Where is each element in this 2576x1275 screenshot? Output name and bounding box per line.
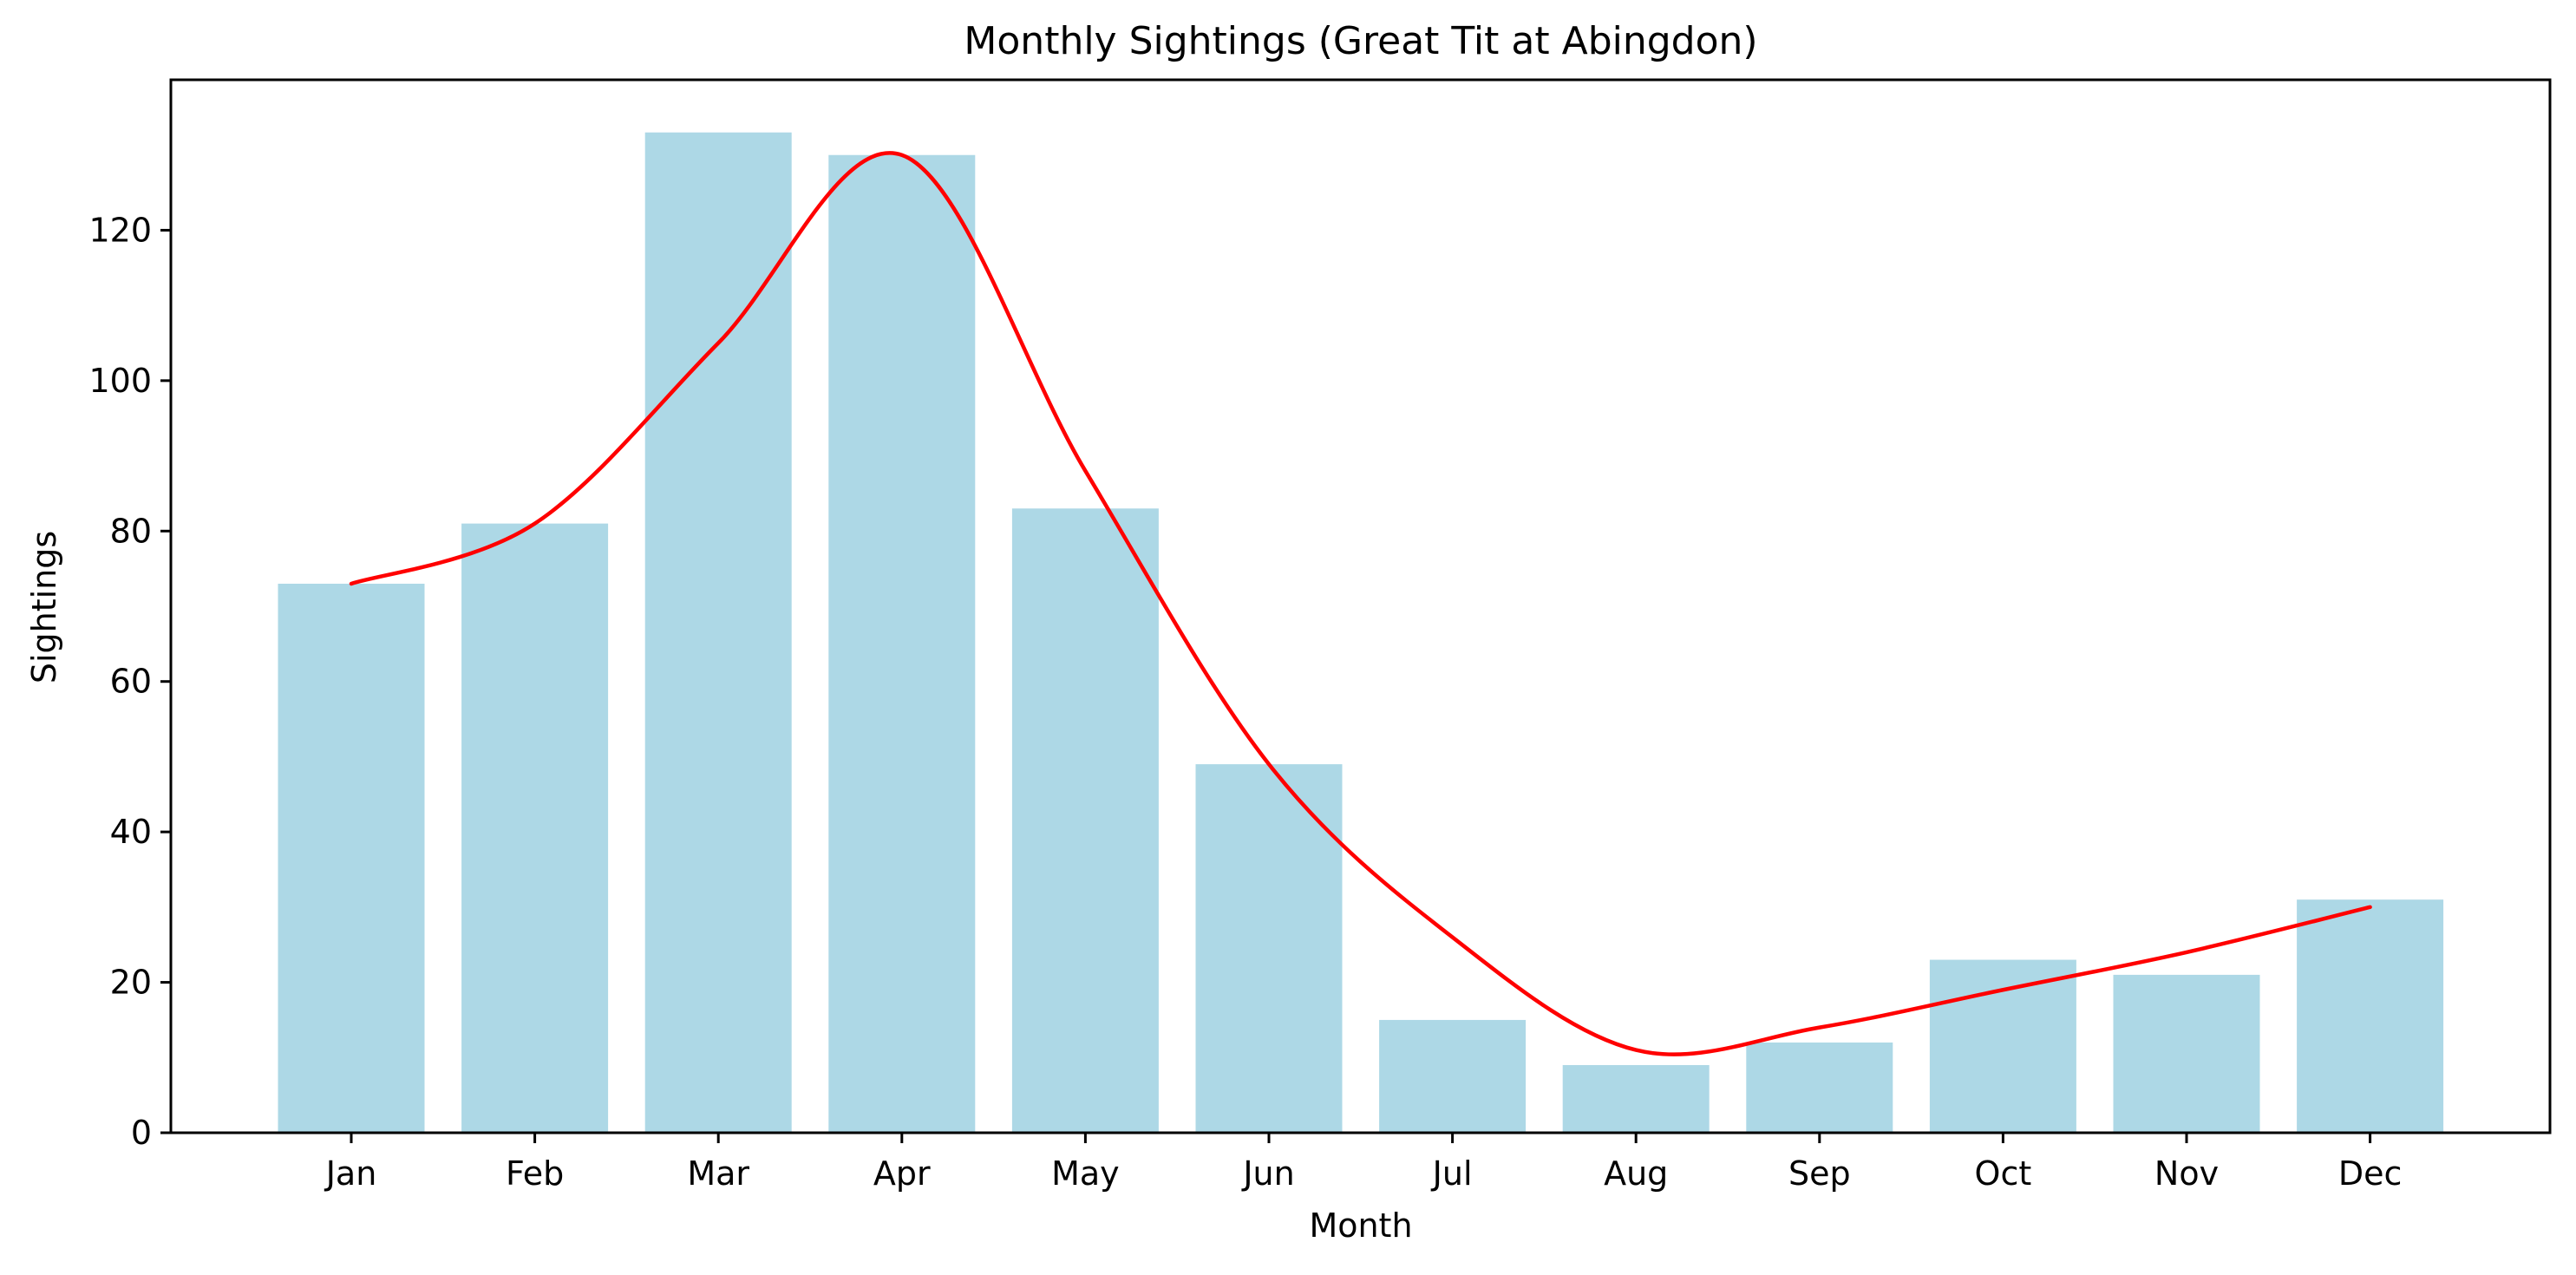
- x-tick-label-jun: Jun: [1241, 1154, 1294, 1193]
- x-tick-label-mar: Mar: [687, 1154, 749, 1193]
- y-tick-label: 60: [110, 663, 152, 701]
- x-tick-label-oct: Oct: [1975, 1154, 2032, 1193]
- y-tick-label: 100: [88, 362, 152, 400]
- x-tick-label-dec: Dec: [2338, 1154, 2403, 1193]
- y-tick-label: 80: [110, 512, 152, 550]
- bar-feb: [461, 523, 609, 1133]
- bar-jun: [1195, 764, 1343, 1133]
- x-tick-label-feb: Feb: [506, 1154, 564, 1193]
- bar-mar: [644, 132, 792, 1134]
- trend-line: [349, 151, 2372, 1056]
- bar-oct: [1929, 959, 2076, 1133]
- trend-line-layer: [349, 151, 2372, 1056]
- y-tick-label: 20: [110, 964, 152, 1002]
- plot-frame: [169, 78, 2552, 1134]
- y-tick-label: 40: [110, 813, 152, 851]
- x-tick-label-sep: Sep: [1788, 1154, 1851, 1193]
- x-tick-label-apr: Apr: [873, 1154, 931, 1193]
- bars-layer: [278, 132, 2444, 1134]
- y-axis-label: Sightings: [25, 531, 63, 683]
- bar-jul: [1379, 1019, 1527, 1133]
- y-axis: 0 20 40 60 80 100 120: [88, 211, 171, 1152]
- bar-jan: [278, 583, 425, 1133]
- chart-title: Monthly Sightings (Great Tit at Abingdon…: [964, 19, 1757, 63]
- x-tick-label-aug: Aug: [1604, 1154, 1668, 1193]
- x-tick-label-nov: Nov: [2154, 1154, 2219, 1193]
- x-tick-label-jul: Jul: [1431, 1154, 1473, 1193]
- bar-nov: [2113, 974, 2260, 1133]
- x-axis-label: Month: [1309, 1206, 1412, 1245]
- bar-aug: [1562, 1064, 1710, 1133]
- y-tick-label: 120: [88, 211, 152, 249]
- x-tick-label-jan: Jan: [324, 1154, 377, 1193]
- bar-dec: [2297, 899, 2444, 1133]
- y-tick-label: 0: [131, 1114, 152, 1152]
- x-tick-label-may: May: [1051, 1154, 1120, 1193]
- x-axis: Jan Feb Mar Apr May Jun Jul Aug Sep Oct Nov Dec: [324, 1133, 2403, 1193]
- bar-may: [1011, 508, 1159, 1133]
- bar-apr: [828, 154, 976, 1134]
- bar-sep: [1746, 1042, 1893, 1133]
